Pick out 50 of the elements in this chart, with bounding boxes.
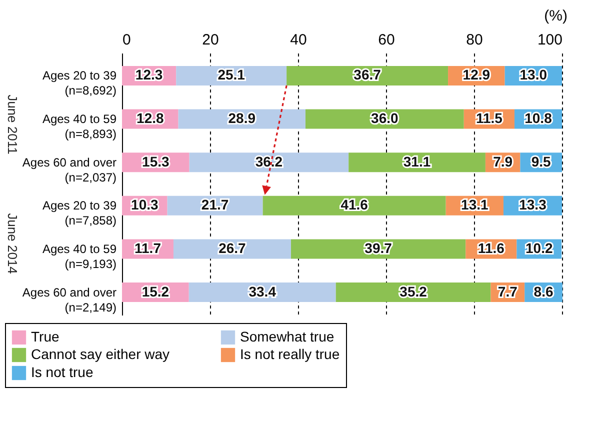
legend-label: Is not really true [240,346,340,362]
legend-label: Is not true [31,364,94,380]
data-label: 12.3 [135,66,163,83]
x-tick-label: 0 [122,32,131,48]
y-tick-label: Ages 40 to 59 (n=9,193) [42,242,117,271]
y-tick-label: Ages 40 to 59 (n=8,893) [42,112,117,142]
x-tick-label: 20 [202,32,219,48]
y-tick-label: Ages 60 and over (n=2,149) [22,285,117,314]
data-label: 33.4 [248,283,276,300]
text: June 2014 [5,213,20,274]
data-label: 36.2 [255,153,283,170]
data-label: 39.7 [364,240,392,256]
data-label: 35.2 [400,283,428,300]
data-label: 10.8 [524,110,552,126]
data-label: 21.7 [201,196,229,213]
data-label: 13.0 [520,66,548,83]
data-label: 31.1 [403,153,431,170]
data-label: 12.9 [462,66,490,83]
data-label: 28.9 [228,110,256,126]
data-label: 15.3 [142,153,170,170]
data-label: 10.3 [131,196,158,213]
data-label: 12.8 [136,110,164,126]
x-tick-label: 60 [378,32,395,48]
data-label: 11.5 [476,110,503,126]
legend-label: True [31,328,60,344]
x-tick-label: 100 [537,32,562,48]
x-axis-title: (%) [544,8,568,24]
y-tick-label: Ages 60 and over (n=2,037) [22,155,117,184]
legend-label: Cannot say either way [31,346,170,362]
data-label: 7.7 [498,283,518,300]
data-label: 25.1 [218,66,246,83]
text: June 2011 [5,94,20,154]
data-label: 7.9 [493,153,513,170]
data-label: 11.6 [478,240,505,256]
x-tick-label: 40 [290,32,307,48]
data-label: 11.7 [134,240,162,256]
data-label: 36.7 [354,66,382,83]
data-label: 9.5 [531,153,552,170]
data-label: 8.6 [534,283,554,300]
y-tick-label: Ages 20 to 39 (n=8,692) [42,68,117,98]
data-label: 13.1 [461,196,488,213]
data-label: 26.7 [218,240,246,256]
data-label: 15.2 [142,283,170,300]
data-label: 10.2 [525,240,553,256]
y-tick-label: Ages 20 to 39 (n=7,858) [42,198,117,228]
data-label: 41.6 [340,196,368,213]
data-label: 13.3 [519,196,547,213]
legend-label: Somewhat true [240,328,334,344]
data-label: 36.0 [371,110,399,126]
x-tick-label: 80 [466,32,483,48]
